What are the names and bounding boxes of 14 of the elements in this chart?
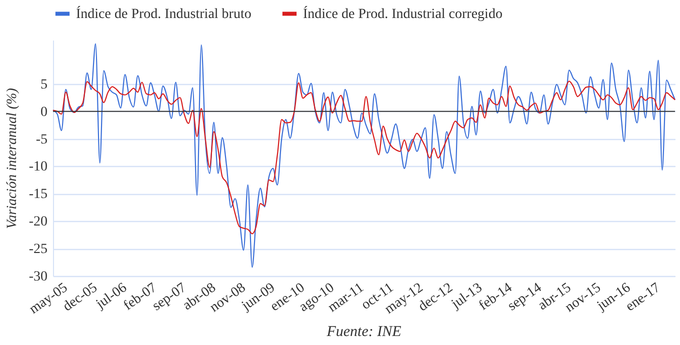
y-tick-label: -25 (28, 242, 48, 258)
legend-label: Índice de Prod. Industrial bruto (76, 4, 252, 22)
y-tick-label: -10 (28, 160, 48, 175)
line-series (52, 43, 676, 268)
y-tick-label: 0 (40, 104, 48, 120)
y-tick-label: -20 (28, 214, 48, 230)
source-note: Fuente: INE (326, 324, 402, 340)
y-tick-label: -5 (36, 132, 48, 148)
y-tick-label: 5 (40, 77, 48, 92)
y-axis-title: Variación interanual (%) (4, 88, 20, 229)
line-series (52, 80, 676, 234)
y-tick-label: -15 (28, 187, 48, 202)
legend-label: Índice de Prod. Industrial corregido (303, 4, 502, 22)
y-tick-label: -30 (28, 270, 48, 284)
